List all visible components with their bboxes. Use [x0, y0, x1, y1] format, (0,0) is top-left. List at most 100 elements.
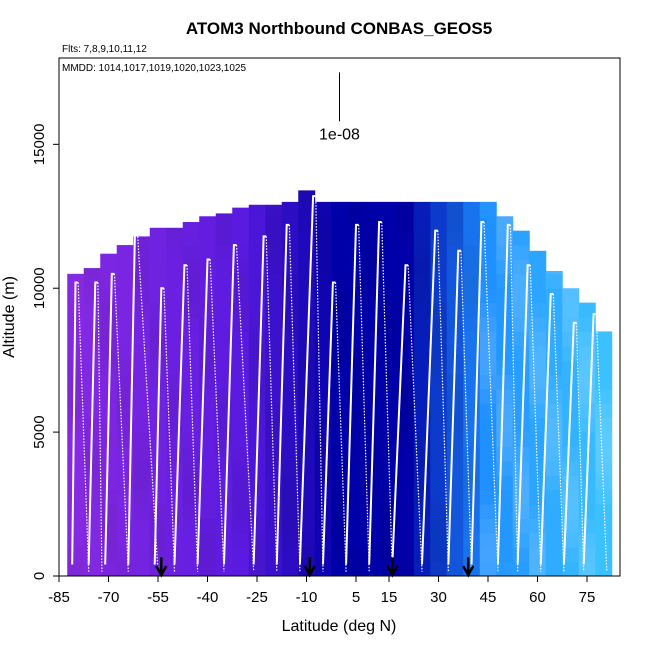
- heatmap-cell: [149, 273, 167, 289]
- heatmap-cell: [133, 360, 151, 376]
- heatmap-cell: [182, 547, 200, 563]
- heatmap-cell: [182, 345, 200, 361]
- heatmap-cell: [512, 360, 530, 376]
- heatmap-cell: [479, 504, 497, 519]
- heatmap-cell: [83, 288, 101, 304]
- heatmap-cell: [248, 532, 266, 548]
- heatmap-cell: [314, 518, 332, 534]
- heatmap-cell: [281, 288, 299, 304]
- heatmap-cell: [347, 504, 365, 519]
- ascent-profile: [447, 249, 461, 565]
- ascent-profile: [496, 223, 511, 565]
- y-axis-label: Altitude (m): [1, 276, 18, 358]
- heatmap-cell: [116, 360, 134, 376]
- x-tick-label: 60: [529, 589, 546, 606]
- heatmap-cell: [83, 331, 101, 347]
- heatmap-cell: [199, 388, 217, 404]
- heatmap-cell: [166, 273, 184, 289]
- heatmap-cell: [545, 345, 563, 361]
- heatmap-cell: [182, 489, 200, 505]
- heatmap-cell: [182, 446, 200, 462]
- heatmap-cell: [67, 489, 85, 505]
- heatmap-cell: [446, 216, 464, 232]
- heatmap-cell: [265, 273, 283, 289]
- heatmap-cell: [364, 331, 382, 347]
- heatmap-cell: [314, 432, 332, 447]
- heatmap-cell: [430, 504, 448, 519]
- heatmap-cell: [314, 475, 332, 491]
- heatmap-cell: [562, 417, 580, 433]
- heatmap-cell: [397, 518, 415, 534]
- heatmap-cell: [166, 230, 184, 246]
- heatmap-cell: [397, 302, 415, 318]
- heatmap-cell: [347, 417, 365, 433]
- descent-profile: [136, 233, 159, 572]
- heatmap-cell: [430, 273, 448, 289]
- heatmap-cell: [199, 345, 217, 361]
- heatmap-cell: [463, 288, 481, 304]
- heatmap-cell: [67, 475, 85, 491]
- heatmap-cell: [199, 417, 217, 433]
- heatmap-cell: [347, 302, 365, 318]
- heatmap-cell: [496, 547, 514, 563]
- heatmap-cell: [182, 460, 200, 476]
- heatmap-cell: [397, 547, 415, 563]
- x-tick-label: 15: [381, 589, 398, 606]
- heatmap-cell: [248, 475, 266, 491]
- heatmap-cell: [248, 204, 266, 217]
- heatmap-cell: [116, 345, 134, 361]
- ascent-profile: [153, 287, 164, 565]
- heatmap-cell: [314, 331, 332, 347]
- heatmap-cell: [512, 417, 530, 433]
- heatmap-cell: [496, 417, 514, 433]
- heatmap-cell: [364, 388, 382, 404]
- heatmap-cell: [265, 388, 283, 404]
- heatmap-cell: [562, 345, 580, 361]
- heatmap-cell: [116, 317, 134, 332]
- heatmap-cell: [67, 460, 85, 476]
- descent-profile: [460, 250, 473, 572]
- heatmap-cell: [496, 216, 514, 232]
- heatmap-cell: [446, 288, 464, 304]
- heatmap-cell: [347, 518, 365, 534]
- heatmap-cell: [463, 460, 481, 476]
- heatmap-cell: [182, 222, 200, 232]
- heatmap-cell: [133, 259, 151, 275]
- heatmap-cell: [545, 532, 563, 548]
- heatmap-cell: [83, 518, 101, 534]
- heatmap-cell: [67, 360, 85, 376]
- heatmap-cell: [232, 460, 250, 476]
- heatmap-cell: [199, 360, 217, 376]
- heatmap-cell: [314, 230, 332, 246]
- arrow-head: [386, 565, 399, 578]
- heatmap-cell: [446, 475, 464, 491]
- heatmap-cell: [595, 388, 613, 404]
- heatmap-cell: [281, 532, 299, 548]
- heatmap-cell: [232, 273, 250, 289]
- heatmap-cell: [347, 216, 365, 232]
- heatmap-cell: [133, 388, 151, 404]
- heatmap-cell: [149, 259, 167, 275]
- heatmap-cell: [545, 518, 563, 534]
- heatmap-cell: [380, 331, 398, 347]
- heatmap-cell: [562, 547, 580, 563]
- heatmap-cell: [347, 460, 365, 476]
- heatmap-cell: [430, 374, 448, 390]
- heatmap-cell: [331, 403, 349, 419]
- heatmap-cell: [413, 460, 431, 476]
- heatmap-cell: [479, 345, 497, 361]
- heatmap-cell: [67, 532, 85, 548]
- heatmap-cell: [298, 302, 316, 318]
- heatmap-cell: [314, 302, 332, 318]
- ascent-profile: [516, 264, 531, 565]
- heatmap-cell: [281, 360, 299, 376]
- heatmap-cell: [331, 259, 349, 275]
- heatmap-cell: [149, 230, 167, 246]
- heatmap-cell: [347, 561, 365, 577]
- heatmap-cell: [116, 561, 134, 577]
- heatmap-cell: [248, 288, 266, 304]
- heatmap-cell: [562, 331, 580, 347]
- descent-profile: [407, 265, 423, 572]
- heatmap-cell: [149, 518, 167, 534]
- heatmap-cell: [512, 504, 530, 519]
